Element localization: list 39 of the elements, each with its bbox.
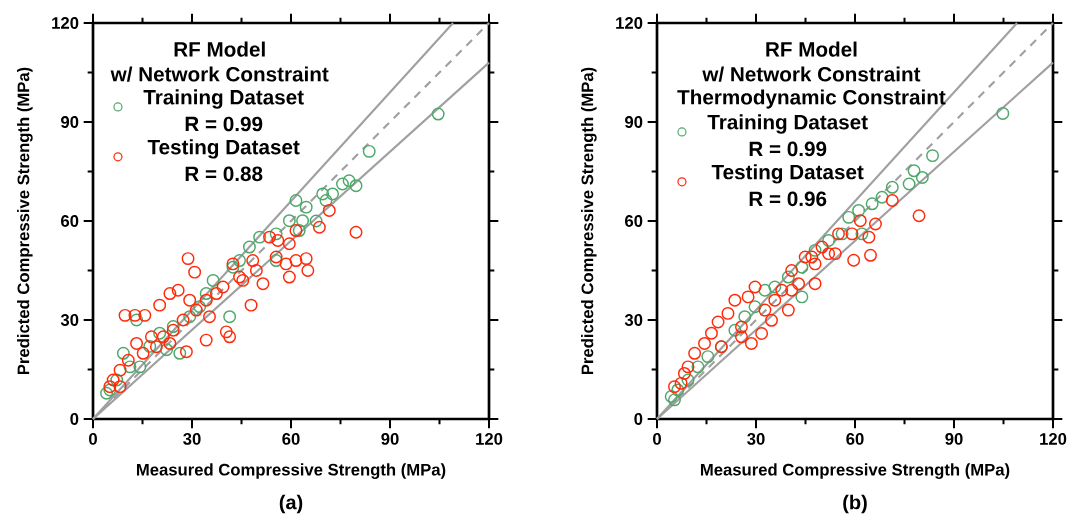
y-tick-label: 0 xyxy=(634,413,643,425)
x-tick-label: 120 xyxy=(476,433,503,445)
x-tick-label: 90 xyxy=(945,433,963,445)
x-tick-label: 60 xyxy=(846,433,864,445)
annotation: Thermodynamic Constraint xyxy=(677,89,946,109)
y-tick-label: 120 xyxy=(616,17,643,29)
x-tick-label: 60 xyxy=(282,433,300,445)
x-tick-label: 120 xyxy=(1040,433,1067,445)
y-tick-label: 120 xyxy=(52,17,79,29)
y-tick-label: 60 xyxy=(61,215,79,227)
legend-label: Testing Dataset xyxy=(711,164,864,184)
annotation: R = 0.99 xyxy=(185,116,263,132)
legend-label: Testing Dataset xyxy=(147,139,300,159)
x-tick-label: 0 xyxy=(653,433,661,445)
y-tick-label: 90 xyxy=(625,116,643,128)
y-tick-label: 60 xyxy=(625,215,643,227)
legend-label: Training Dataset xyxy=(707,114,868,134)
text: (a) xyxy=(279,494,303,514)
y-tick-label: 30 xyxy=(624,314,643,326)
x-axis-title: Measured Compressive Strength (MPa) xyxy=(136,463,446,479)
text: w/ Network Constraint xyxy=(110,66,329,82)
legend-label: Training Dataset xyxy=(143,89,304,109)
x-tick-label: 30 xyxy=(183,433,201,445)
y-tick-label: 30 xyxy=(60,314,79,326)
y-tick-label: 0 xyxy=(70,413,79,425)
text: (b) xyxy=(843,494,867,514)
x-tick-label: 0 xyxy=(89,433,97,445)
text: RF Model xyxy=(174,41,265,57)
y-axis-title: Predicted Compressive Strength (MPa) xyxy=(581,67,597,375)
x-tick-label: 30 xyxy=(747,433,765,445)
text: RF Model xyxy=(766,41,857,57)
y-axis-title: Predicted Compressive Strength (MPa) xyxy=(17,67,33,375)
x-axis-title: Measured Compressive Strength (MPa) xyxy=(700,463,1010,479)
text: w/ Network Constraint xyxy=(702,66,921,82)
x-tick-label: 90 xyxy=(381,433,399,445)
annotation: R = 0.99 xyxy=(749,141,827,157)
annotation: R = 0.96 xyxy=(749,191,827,207)
annotation: R = 0.88 xyxy=(185,166,263,182)
y-tick-label: 90 xyxy=(61,116,79,128)
